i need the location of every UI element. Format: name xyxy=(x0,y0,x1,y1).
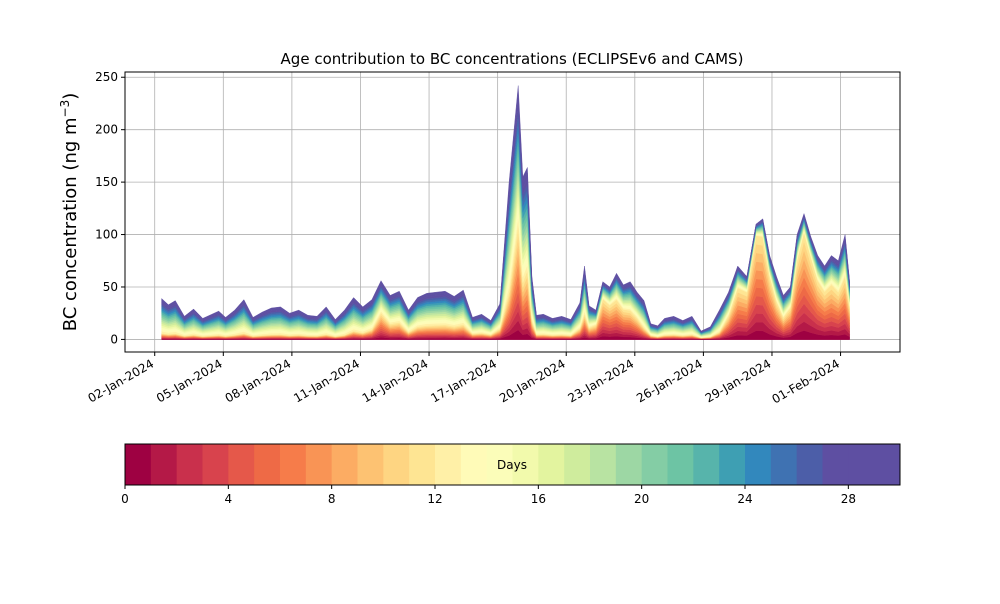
colorbar-segment xyxy=(150,444,178,485)
colorbar-frame xyxy=(124,443,901,486)
y-tick-label: 100 xyxy=(95,228,118,242)
colorbar-tick-label: 28 xyxy=(841,492,856,506)
colorbar-segment xyxy=(770,444,798,485)
colorbar-segment xyxy=(280,444,307,485)
colorbar-segment xyxy=(512,444,539,485)
plot-area xyxy=(124,71,901,353)
colorbar-label: Days xyxy=(497,458,527,472)
colorbar-segment xyxy=(125,444,152,485)
colorbar-segment xyxy=(590,444,617,485)
y-tick-label: 200 xyxy=(95,123,118,137)
colorbar-segment xyxy=(564,444,591,485)
x-axis: 02-Jan-202405-Jan-202408-Jan-202411-Jan-… xyxy=(85,352,842,406)
chart-title: Age contribution to BC concentrations (E… xyxy=(281,50,744,68)
y-tick-label: 50 xyxy=(103,280,118,294)
y-tick-label: 150 xyxy=(95,175,118,189)
y-tick-label: 250 xyxy=(95,70,118,84)
colorbar-segment xyxy=(667,444,694,485)
colorbar-segment xyxy=(357,444,384,485)
colorbar-segment xyxy=(796,444,823,485)
colorbar-segment xyxy=(693,444,720,485)
y-axis-label-close: ) xyxy=(60,93,81,100)
y-axis-label: BC concentration (ng m−3) xyxy=(58,93,81,332)
colorbar-tick-label: 0 xyxy=(121,492,129,506)
x-tick-label: 08-Jan-2024 xyxy=(223,356,294,405)
colorbar-segment xyxy=(305,444,333,485)
colorbar-segment xyxy=(331,444,358,485)
x-tick-label: 26-Jan-2024 xyxy=(634,356,705,405)
plot-frame xyxy=(124,71,901,353)
x-tick-label: 17-Jan-2024 xyxy=(428,356,499,405)
colorbar-segment xyxy=(719,444,746,485)
colorbar-segment xyxy=(228,444,255,485)
colorbar-tick-label: 20 xyxy=(634,492,649,506)
x-tick-label: 20-Jan-2024 xyxy=(497,356,568,405)
x-tick-label: 11-Jan-2024 xyxy=(291,356,362,405)
colorbar-segment xyxy=(848,444,875,485)
colorbar-segment xyxy=(641,444,668,485)
colorbar-tick-label: 12 xyxy=(427,492,442,506)
colorbar-segment xyxy=(615,444,643,485)
colorbar-tick-label: 16 xyxy=(531,492,546,506)
x-tick-label: 29-Jan-2024 xyxy=(703,356,774,405)
colorbar-segment xyxy=(538,444,565,485)
y-axis-label-superscript: −3 xyxy=(58,100,72,118)
x-tick-label: 23-Jan-2024 xyxy=(566,356,637,405)
colorbar-segment xyxy=(383,444,410,485)
colorbar-segment xyxy=(435,444,462,485)
colorbar-segment xyxy=(460,444,488,485)
colorbar-segment xyxy=(874,444,901,485)
age-band-29 xyxy=(161,85,850,332)
colorbar-segment xyxy=(486,444,513,485)
y-tick-label: 0 xyxy=(110,332,118,346)
colorbar: 0 4 8 12 16 20 24 28 xyxy=(121,443,901,506)
x-tick-label: 14-Jan-2024 xyxy=(360,356,431,405)
colorbar-tick-label: 8 xyxy=(328,492,336,506)
colorbar-segment xyxy=(822,444,849,485)
y-axis-label-main: BC concentration (ng m xyxy=(60,117,81,331)
colorbar-segment xyxy=(409,444,436,485)
colorbar-segment xyxy=(254,444,281,485)
x-tick-label: 02-Jan-2024 xyxy=(85,356,156,405)
x-tick-label: 01-Feb-2024 xyxy=(769,356,842,406)
colorbar-tick-label: 24 xyxy=(737,492,752,506)
colorbar-tick-label: 4 xyxy=(225,492,233,506)
x-tick-label: 05-Jan-2024 xyxy=(154,356,225,405)
colorbar-segment xyxy=(176,444,203,485)
colorbar-segment xyxy=(202,444,229,485)
y-axis: 0 50 100 150 200 250 xyxy=(95,70,125,346)
colorbar-segment xyxy=(745,444,772,485)
